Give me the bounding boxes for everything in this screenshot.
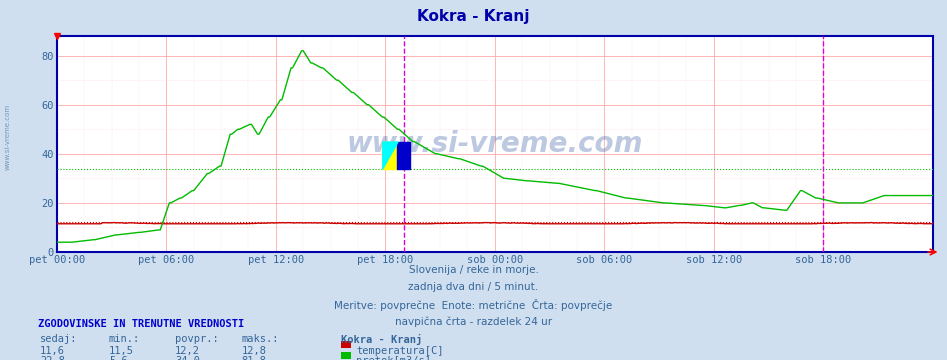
Text: 11,5: 11,5 <box>109 346 134 356</box>
Text: navpična črta - razdelek 24 ur: navpična črta - razdelek 24 ur <box>395 316 552 327</box>
Text: 12,8: 12,8 <box>241 346 266 356</box>
Text: 34,0: 34,0 <box>175 356 200 360</box>
Text: 5,6: 5,6 <box>109 356 128 360</box>
Text: sedaj:: sedaj: <box>40 334 78 344</box>
Text: Meritve: povprečne  Enote: metrične  Črta: povprečje: Meritve: povprečne Enote: metrične Črta:… <box>334 299 613 311</box>
Text: 12,2: 12,2 <box>175 346 200 356</box>
Text: Slovenija / reke in morje.: Slovenija / reke in morje. <box>408 265 539 275</box>
Text: Kokra - Kranj: Kokra - Kranj <box>418 9 529 24</box>
Text: min.:: min.: <box>109 334 140 344</box>
Text: 81,8: 81,8 <box>241 356 266 360</box>
Text: ZGODOVINSKE IN TRENUTNE VREDNOSTI: ZGODOVINSKE IN TRENUTNE VREDNOSTI <box>38 319 244 329</box>
Text: www.si-vreme.com: www.si-vreme.com <box>5 104 10 170</box>
Text: temperatura[C]: temperatura[C] <box>356 346 443 356</box>
Text: maks.:: maks.: <box>241 334 279 344</box>
Text: 11,6: 11,6 <box>40 346 64 356</box>
Text: www.si-vreme.com: www.si-vreme.com <box>347 130 643 158</box>
Text: pretok[m3/s]: pretok[m3/s] <box>356 356 431 360</box>
Text: Kokra - Kranj: Kokra - Kranj <box>341 334 422 345</box>
Text: 22,8: 22,8 <box>40 356 64 360</box>
Text: povpr.:: povpr.: <box>175 334 219 344</box>
Text: zadnja dva dni / 5 minut.: zadnja dva dni / 5 minut. <box>408 282 539 292</box>
